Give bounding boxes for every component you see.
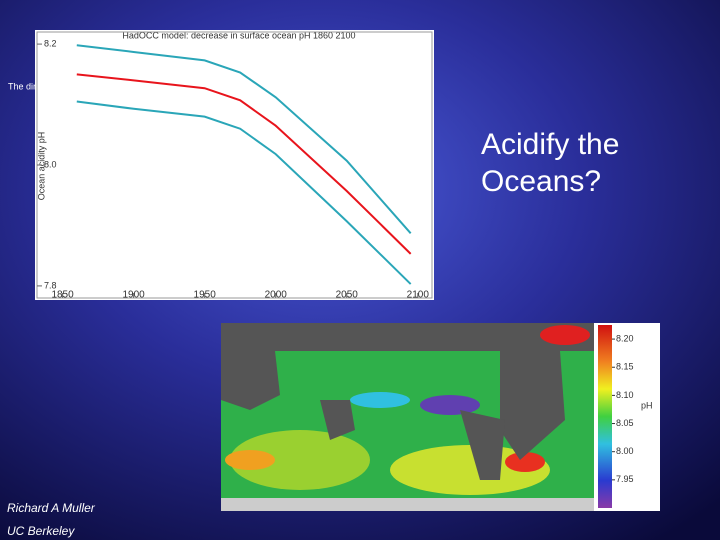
series-line xyxy=(76,73,412,255)
y-tick-label: 7.8 xyxy=(44,280,57,290)
map-region xyxy=(420,395,480,415)
y-tick-label: 8.0 xyxy=(44,159,57,169)
colorbar-tick-label: 8.05 xyxy=(616,418,634,428)
colorbar-tick-label: 8.10 xyxy=(616,390,634,400)
map-region xyxy=(505,452,545,472)
colorbar xyxy=(598,325,612,508)
series-line xyxy=(76,100,412,285)
map-ice xyxy=(221,498,594,511)
x-tick-label: 2000 xyxy=(265,290,288,301)
map-region xyxy=(225,450,275,470)
x-tick-label: 1850 xyxy=(51,290,74,301)
map-land xyxy=(460,410,505,480)
colorbar-tick-label: 7.95 xyxy=(616,474,634,484)
heading-line: Acidify the xyxy=(481,128,619,161)
map-region xyxy=(230,430,370,490)
colorbar-label: pH xyxy=(641,400,653,410)
y-tick-label: 8.2 xyxy=(44,38,57,48)
map-land xyxy=(221,351,280,410)
map-region xyxy=(540,325,590,345)
author: Richard A Muller xyxy=(7,501,96,515)
y-label: Ocean acidity pH xyxy=(36,132,46,201)
colorbar-tick-label: 8.15 xyxy=(616,362,634,372)
map-land xyxy=(320,400,355,440)
x-tick-label: 1950 xyxy=(194,290,217,301)
chart-title: HadOCC model: decrease in surface ocean … xyxy=(122,30,355,40)
affiliation: UC Berkeley xyxy=(7,524,75,538)
x-tick-label: 1900 xyxy=(122,290,145,301)
map-land xyxy=(500,351,565,460)
map xyxy=(221,323,660,511)
heading-line: Oceans? xyxy=(481,165,601,198)
hidden-text: The dir xyxy=(8,81,36,91)
colorbar-tick-label: 8.00 xyxy=(616,446,634,456)
map-region xyxy=(350,392,410,408)
x-tick-label: 2100 xyxy=(407,290,430,301)
series-line xyxy=(76,44,412,234)
map-land xyxy=(221,323,594,351)
x-tick-label: 2050 xyxy=(336,290,359,301)
colorbar-tick-label: 8.20 xyxy=(616,333,634,343)
chart-panel xyxy=(35,30,434,300)
